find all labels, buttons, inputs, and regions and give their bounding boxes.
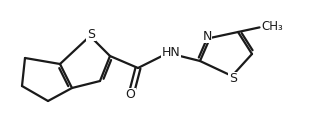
Text: CH₃: CH₃ — [262, 20, 283, 33]
Text: S: S — [229, 72, 237, 86]
Text: S: S — [87, 27, 95, 40]
Text: HN: HN — [162, 45, 180, 58]
Text: O: O — [125, 88, 135, 102]
Text: N: N — [202, 29, 212, 42]
